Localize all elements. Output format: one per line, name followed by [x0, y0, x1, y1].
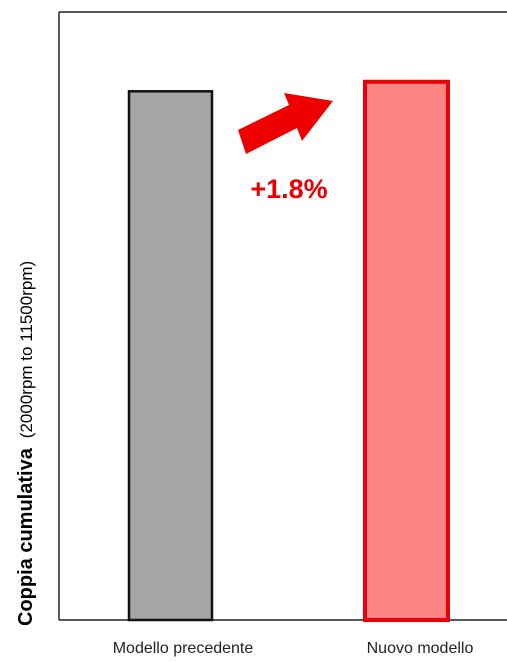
x-tick-label-modello-precedente: Modello precedente [113, 640, 254, 657]
increase-annotation: +1.8% [250, 174, 327, 204]
x-tick-label-nuovo-modello: Nuovo modello [367, 640, 474, 657]
y-axis-label-main: Coppia cumulativa [15, 447, 37, 626]
bar-modello-precedente [127, 90, 214, 622]
increase-arrow-icon [238, 93, 333, 154]
y-axis-label: Coppia cumulativa (2000rpm to 11500rpm) [15, 261, 37, 626]
y-axis-label-note: (2000rpm to 11500rpm) [17, 261, 36, 438]
bar-nuovo-modello [363, 79, 450, 622]
